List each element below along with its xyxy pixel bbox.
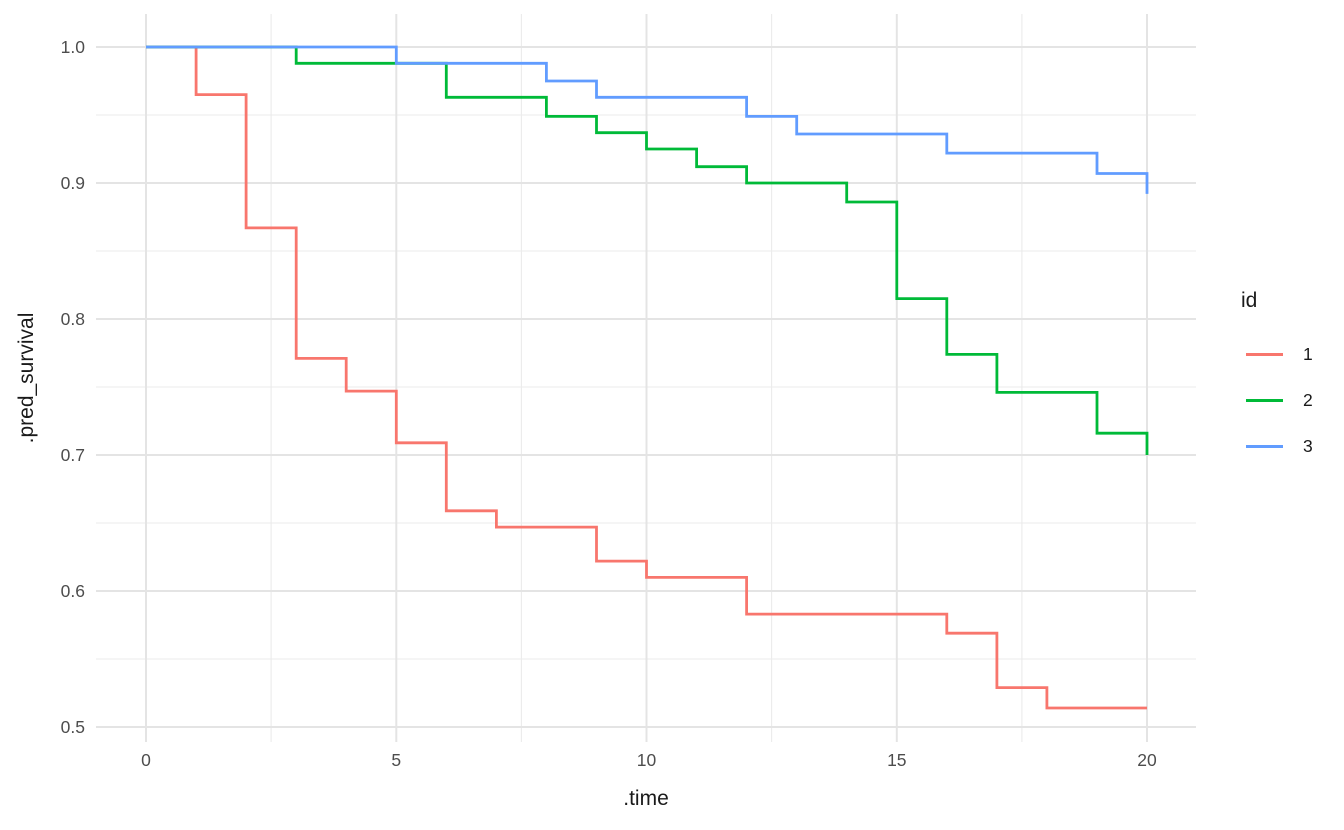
y-tick-label: 1.0	[61, 37, 86, 57]
y-tick-label: 0.9	[61, 173, 85, 193]
y-tick-labels: 0.5 0.6 0.7 0.8 0.9 1.0	[61, 37, 86, 737]
series-lines	[146, 45, 1149, 710]
legend-swatch-series-2	[1246, 398, 1283, 402]
y-axis-title: .pred_survival	[15, 312, 38, 444]
y-tick-label: 0.6	[61, 581, 85, 601]
grid-major	[96, 14, 1196, 742]
legend-entry-label: 3	[1303, 435, 1313, 456]
series-line-2	[146, 45, 1149, 455]
y-tick-label: 0.8	[61, 309, 85, 329]
series-line-3	[146, 45, 1149, 194]
x-tick-label: 20	[1137, 750, 1157, 770]
x-tick-label: 15	[887, 750, 906, 770]
series-line-1	[146, 45, 1147, 710]
y-tick-label: 0.7	[61, 445, 85, 465]
legend-entry-label: 1	[1303, 343, 1313, 364]
x-tick-label: 10	[637, 750, 657, 770]
legend-title: id	[1241, 289, 1258, 312]
legend-swatch-series-1	[1246, 352, 1283, 356]
legend-entry: 2	[1241, 377, 1313, 423]
legend-swatch-series-3	[1246, 444, 1283, 448]
x-tick-label: 5	[391, 750, 401, 770]
x-tick-label: 0	[141, 750, 151, 770]
legend-entry: 3	[1241, 423, 1313, 469]
legend: id 1 2 3	[1241, 288, 1313, 469]
x-axis-title: .time	[623, 787, 669, 810]
legend-entry-label: 2	[1303, 389, 1313, 410]
y-tick-label: 0.5	[61, 717, 85, 737]
x-tick-labels: 0 5 10 15 20	[141, 750, 1157, 770]
legend-entry: 1	[1241, 331, 1313, 377]
